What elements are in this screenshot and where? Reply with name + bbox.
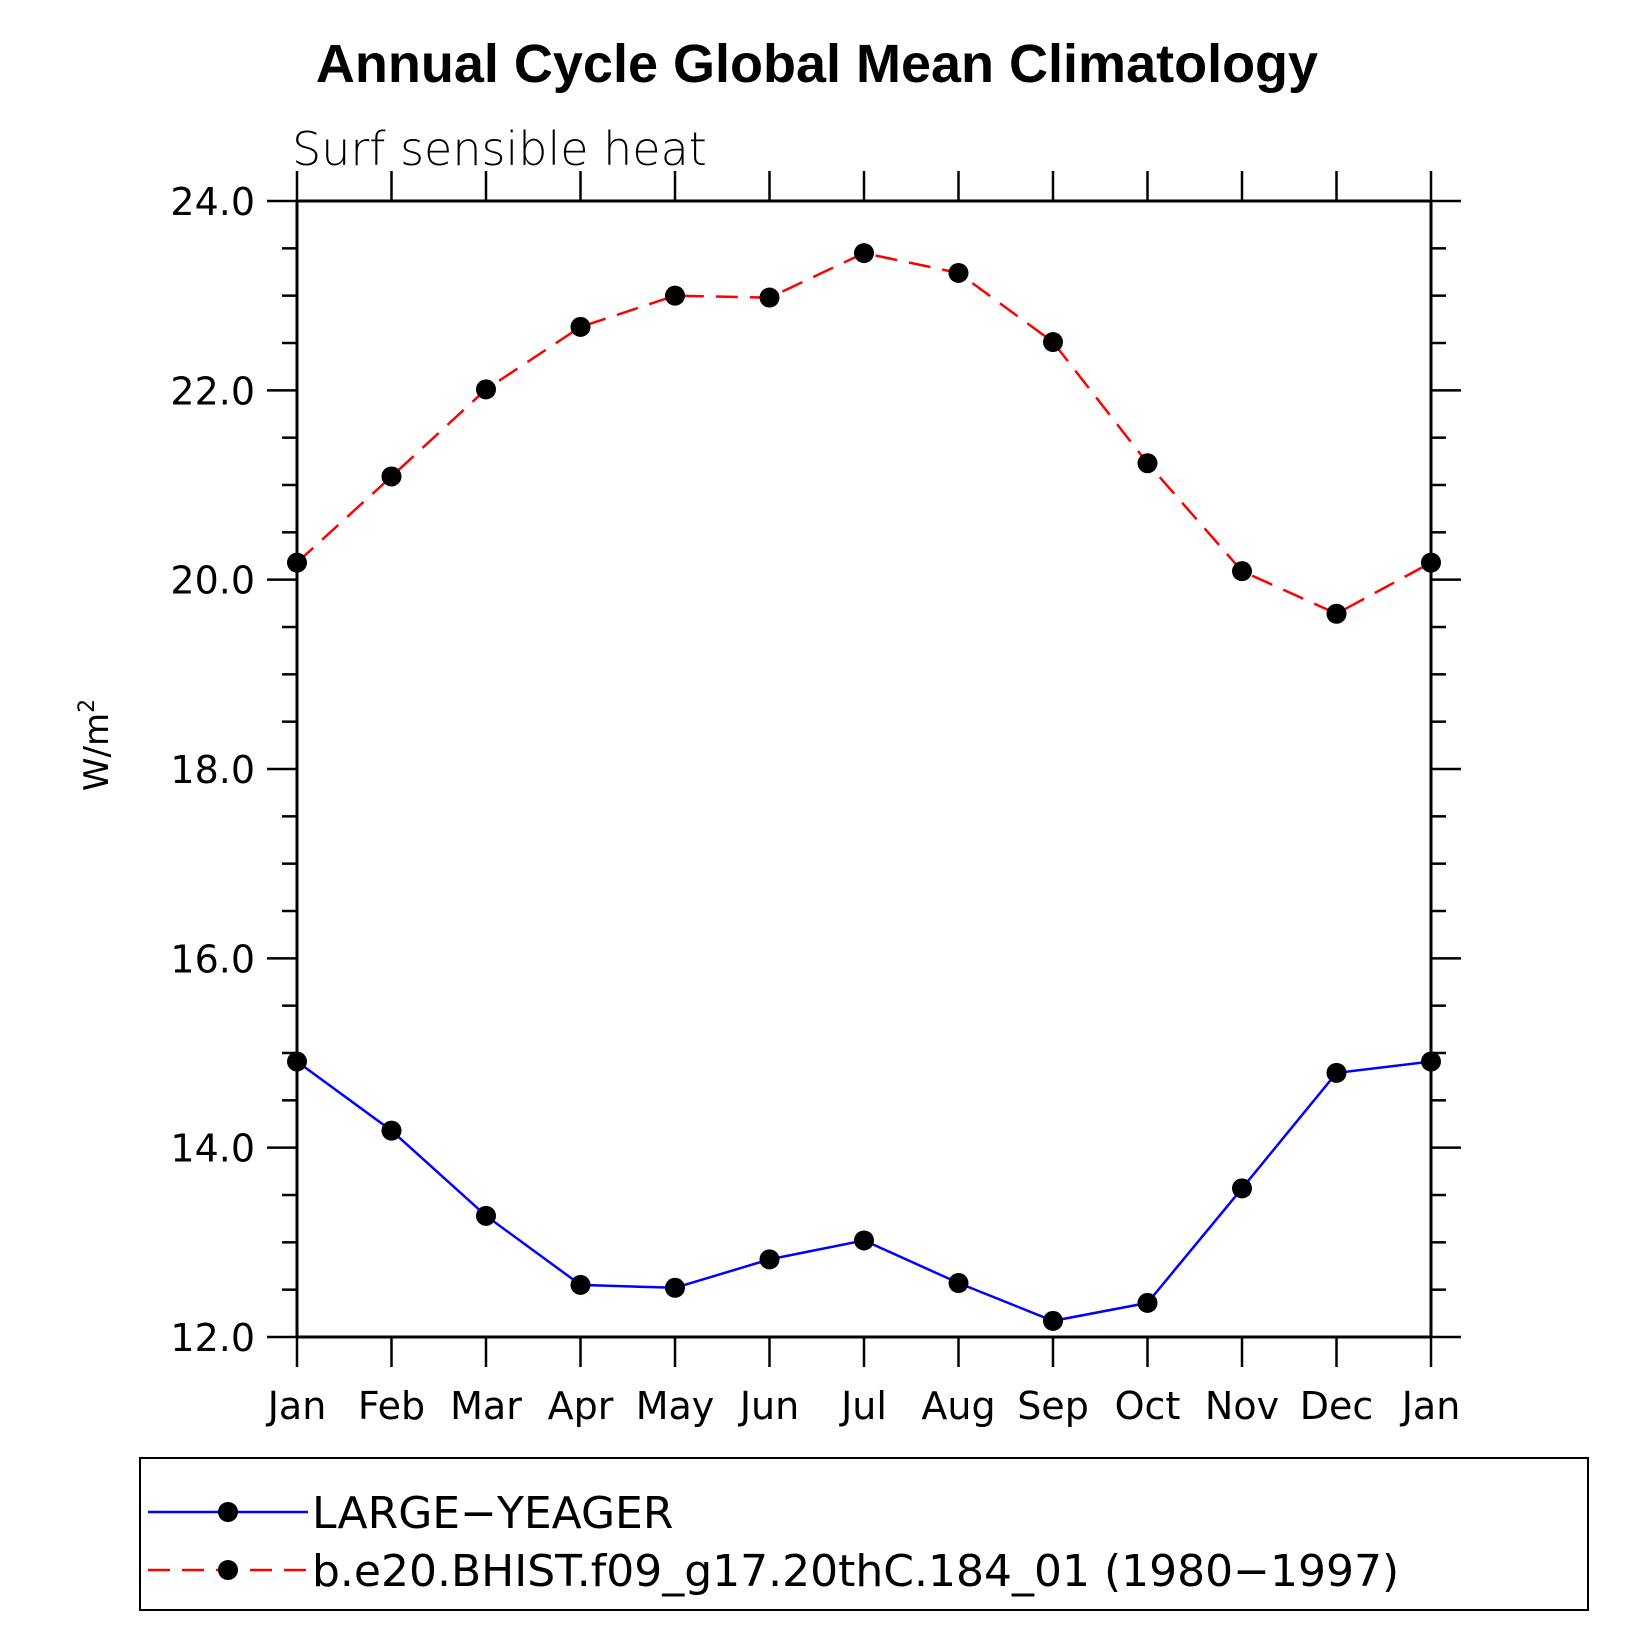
x-tick-label: Nov xyxy=(1205,1384,1279,1428)
data-point xyxy=(759,287,780,308)
data-point xyxy=(1326,1062,1347,1083)
data-point xyxy=(854,243,874,264)
y-axis: 12.0 14.0 16.0 18.0 20.0 22.0 24.0 xyxy=(170,180,1461,1360)
x-tick-label: Apr xyxy=(548,1384,614,1428)
data-point xyxy=(759,1249,780,1270)
legend-label-1: b.e20.BHIST.f09_g17.20thC.184_01 (1980−1… xyxy=(312,1546,1399,1597)
data-point xyxy=(570,1274,591,1295)
y-tick-label: 24.0 xyxy=(170,180,255,224)
y-axis-label: W/m2 xyxy=(75,699,117,791)
x-tick-label: Aug xyxy=(921,1384,995,1428)
data-point xyxy=(476,1205,496,1226)
data-point xyxy=(381,466,402,487)
y-tick-label: 14.0 xyxy=(170,1127,255,1171)
data-point xyxy=(287,552,307,573)
data-point xyxy=(948,262,969,283)
x-tick-label: Oct xyxy=(1115,1384,1181,1428)
data-point xyxy=(1421,1051,1441,1072)
series-line xyxy=(296,1060,1432,1323)
data-point xyxy=(948,1273,969,1294)
data-point xyxy=(476,379,496,400)
series-line xyxy=(296,251,1432,616)
legend-marker-1 xyxy=(218,1560,238,1580)
legend: LARGE−YEAGER b.e20.BHIST.f09_g17.20thC.18… xyxy=(139,1457,1589,1611)
data-point xyxy=(287,1051,307,1072)
legend-label-0: LARGE−YEAGER xyxy=(312,1488,673,1539)
data-point xyxy=(1232,561,1252,582)
data-point xyxy=(1421,552,1441,573)
y-tick-label: 12.0 xyxy=(170,1316,255,1360)
x-tick-label: Jan xyxy=(1400,1384,1461,1428)
x-tick-label: May xyxy=(636,1384,715,1428)
y-axis-label-text: W/m xyxy=(77,713,117,791)
series-1 xyxy=(287,243,1441,624)
data-point xyxy=(854,1230,874,1251)
y-tick-label: 22.0 xyxy=(170,369,255,413)
data-point xyxy=(570,316,591,337)
x-tick-label: Mar xyxy=(450,1384,522,1428)
data-point xyxy=(1137,453,1158,474)
data-point xyxy=(1326,603,1347,624)
chart-title: Annual Cycle Global Mean Climatology xyxy=(316,34,1318,94)
x-tick-label: Dec xyxy=(1300,1384,1374,1428)
legend-box xyxy=(139,1457,1589,1611)
data-point xyxy=(381,1120,402,1141)
chart-subtitle: Surf sensible heat xyxy=(292,122,707,176)
y-tick-label: 16.0 xyxy=(170,937,255,981)
x-tick-label: Feb xyxy=(358,1384,425,1428)
y-axis-label-superscript: 2 xyxy=(75,699,100,713)
legend-marker-0 xyxy=(218,1502,238,1522)
data-point xyxy=(665,1277,685,1298)
data-point xyxy=(665,285,685,306)
data-point xyxy=(1043,1310,1063,1331)
x-tick-label: Jun xyxy=(738,1384,799,1428)
data-point xyxy=(1232,1178,1252,1199)
series-layer xyxy=(287,243,1441,1331)
y-tick-label: 20.0 xyxy=(170,559,255,603)
series-0 xyxy=(287,1051,1441,1331)
data-point xyxy=(1137,1292,1158,1313)
y-tick-label: 18.0 xyxy=(170,748,255,792)
x-tick-label: Sep xyxy=(1017,1384,1089,1428)
data-point xyxy=(1043,332,1063,353)
x-axis: Jan Feb Mar Apr May Jun Jul Aug Sep Oct Nov Dec Jan xyxy=(266,171,1461,1428)
x-tick-label: Jul xyxy=(839,1384,887,1428)
x-tick-label: Jan xyxy=(266,1384,327,1428)
